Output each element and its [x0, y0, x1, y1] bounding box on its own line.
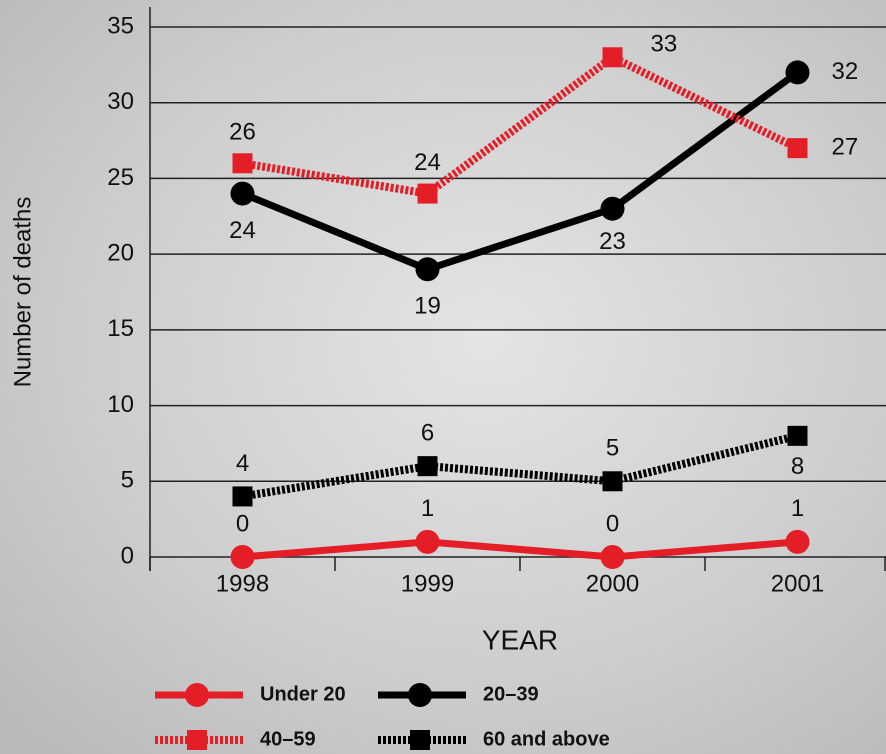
data-label: 0 [236, 510, 249, 537]
data-label: 24 [414, 149, 441, 176]
data-label: 8 [791, 453, 804, 480]
y-axis-title: Number of deaths [9, 197, 36, 388]
marker [230, 545, 255, 569]
marker [415, 257, 440, 282]
y-tick-label: 35 [107, 12, 134, 39]
y-tick-label: 5 [121, 467, 134, 494]
data-label: 23 [599, 228, 626, 255]
data-label: 1 [791, 495, 804, 522]
series-line [242, 538, 798, 561]
marker [787, 425, 808, 446]
x-axis-title: YEAR [482, 624, 558, 655]
marker [230, 181, 255, 206]
series-line [241, 52, 800, 198]
legend-label: 60 and above [483, 728, 610, 750]
marker [417, 456, 438, 477]
legend-label: 20–39 [483, 683, 539, 705]
y-tick-label: 0 [121, 542, 134, 569]
data-label: 5 [606, 435, 619, 462]
marker [785, 60, 810, 85]
legend-label: Under 20 [260, 683, 346, 705]
y-tick-label: 10 [107, 391, 134, 418]
marker [602, 471, 623, 492]
data-label: 1 [421, 495, 434, 522]
legend-marker [410, 730, 430, 750]
legend-marker [408, 683, 432, 707]
y-tick-label: 30 [107, 88, 134, 115]
marker [600, 545, 625, 569]
x-tick-label: 2001 [771, 570, 824, 597]
series-line [241, 431, 799, 501]
x-tick-label: 1998 [216, 570, 269, 597]
data-label: 32 [832, 58, 859, 85]
data-label: 24 [229, 217, 256, 244]
x-tick-label: 1999 [401, 570, 454, 597]
data-label: 26 [229, 119, 256, 146]
y-tick-label: 25 [107, 164, 134, 191]
marker [415, 529, 440, 554]
legend-marker [187, 730, 207, 750]
marker [602, 47, 623, 68]
legend-marker [185, 683, 209, 707]
data-label: 27 [832, 133, 859, 160]
marker [417, 183, 438, 204]
marker [785, 529, 810, 554]
data-label: 33 [651, 31, 678, 58]
y-tick-label: 15 [107, 315, 134, 342]
data-label: 0 [606, 510, 619, 537]
data-label: 4 [236, 450, 249, 477]
marker [232, 153, 253, 174]
series-line [241, 69, 800, 274]
marker [600, 196, 625, 221]
x-tick-label: 2000 [586, 570, 639, 597]
legend-label: 40–59 [260, 728, 316, 750]
data-label: 6 [421, 419, 434, 446]
marker [232, 486, 253, 507]
data-label: 19 [414, 293, 441, 320]
y-tick-label: 20 [107, 239, 134, 266]
marker [787, 138, 808, 159]
